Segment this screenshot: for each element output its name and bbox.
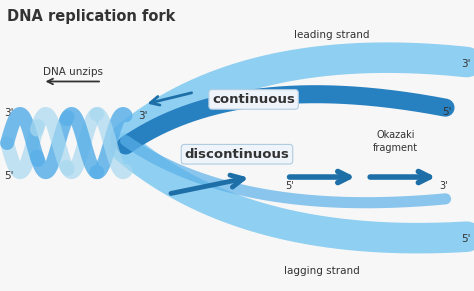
Text: DNA unzips: DNA unzips <box>44 67 103 77</box>
Text: 3': 3' <box>439 181 447 191</box>
Text: 5': 5' <box>4 171 13 181</box>
Text: continuous: continuous <box>212 93 295 106</box>
Text: discontinuous: discontinuous <box>184 148 290 161</box>
Text: DNA replication fork: DNA replication fork <box>7 9 175 24</box>
Text: 3': 3' <box>138 111 148 121</box>
Text: 5': 5' <box>461 234 470 244</box>
Text: Okazaki
fragment: Okazaki fragment <box>373 130 419 153</box>
Text: lagging strand: lagging strand <box>284 266 360 276</box>
Text: 3': 3' <box>4 107 13 118</box>
Text: 5': 5' <box>285 181 294 191</box>
Text: leading strand: leading strand <box>294 30 370 40</box>
Text: 3': 3' <box>461 59 470 69</box>
Text: 5': 5' <box>442 107 451 117</box>
